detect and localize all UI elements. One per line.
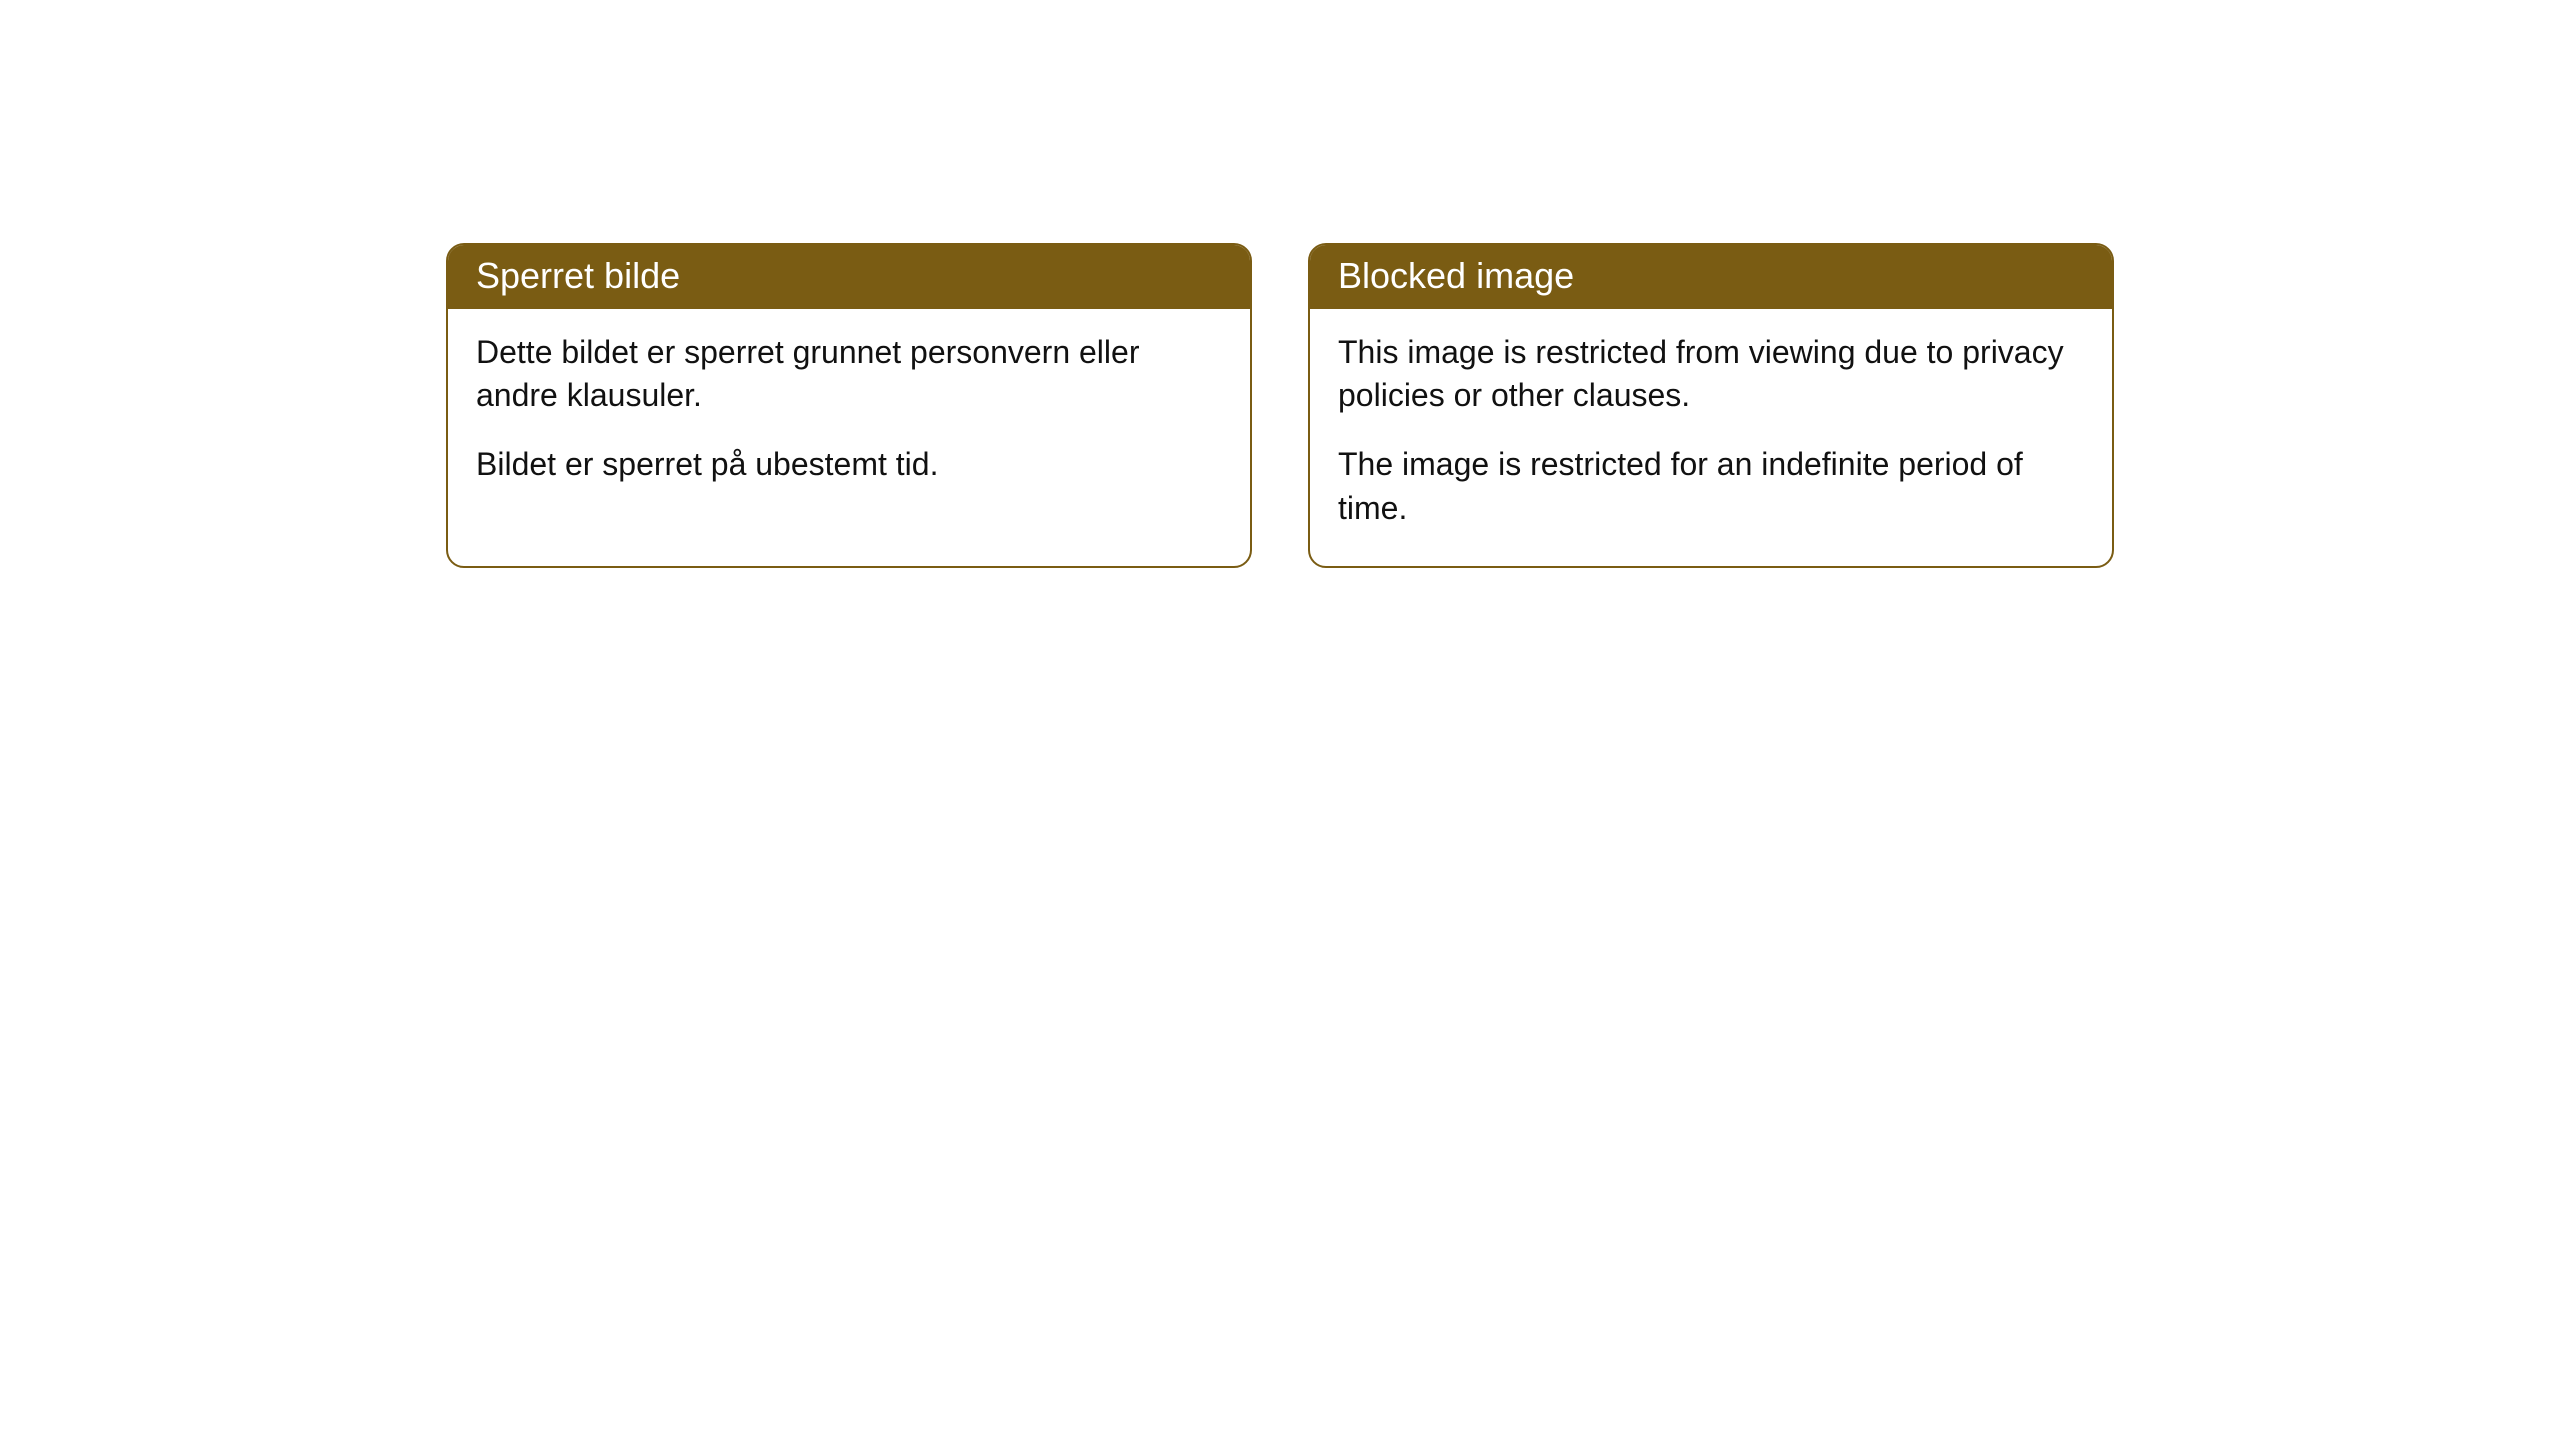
card-header-en: Blocked image [1310, 245, 2112, 309]
card-body-no: Dette bildet er sperret grunnet personve… [448, 309, 1250, 523]
card-text-no-2: Bildet er sperret på ubestemt tid. [476, 443, 1222, 486]
blocked-image-card-en: Blocked image This image is restricted f… [1308, 243, 2114, 568]
card-text-en-1: This image is restricted from viewing du… [1338, 331, 2084, 417]
notice-container: Sperret bilde Dette bildet er sperret gr… [446, 243, 2114, 568]
card-text-no-1: Dette bildet er sperret grunnet personve… [476, 331, 1222, 417]
card-text-en-2: The image is restricted for an indefinit… [1338, 443, 2084, 529]
card-header-no: Sperret bilde [448, 245, 1250, 309]
card-body-en: This image is restricted from viewing du… [1310, 309, 2112, 566]
blocked-image-card-no: Sperret bilde Dette bildet er sperret gr… [446, 243, 1252, 568]
